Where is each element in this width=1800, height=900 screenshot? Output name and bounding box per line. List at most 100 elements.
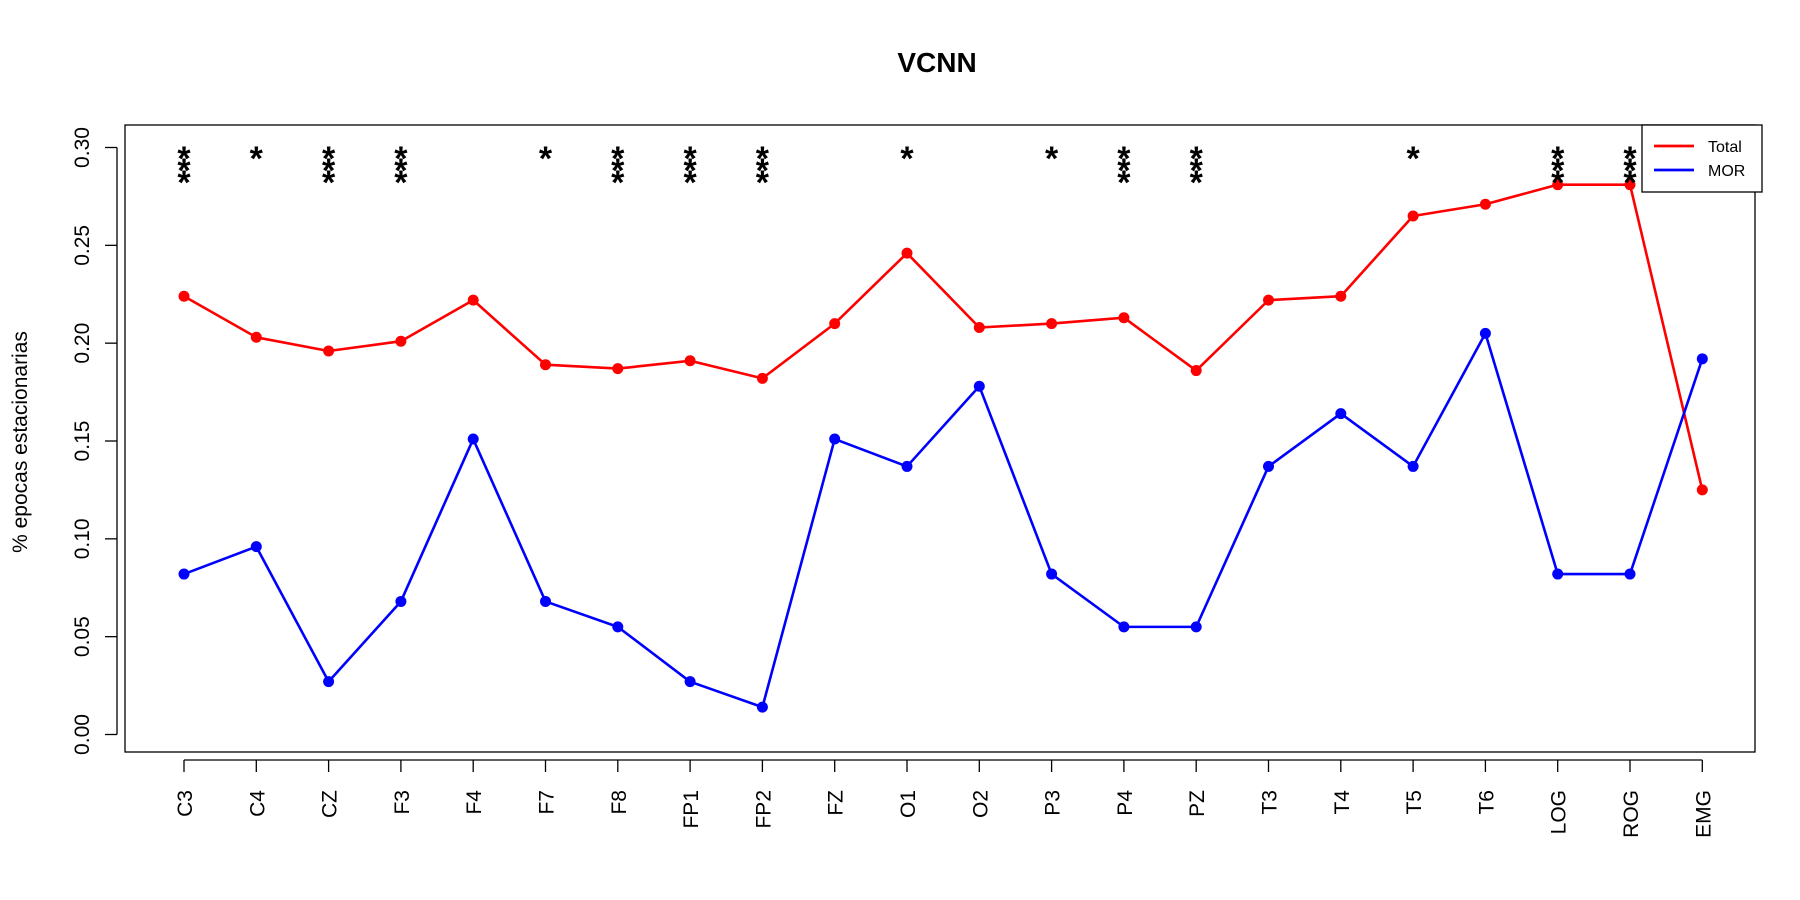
data-point-total bbox=[829, 318, 841, 330]
x-tick-label: T3 bbox=[1259, 790, 1282, 815]
y-tick-label: 0.15 bbox=[71, 421, 94, 462]
y-axis: 0.00 0.05 0.10 0.15 0.20 0.25 0.30 bbox=[71, 127, 118, 755]
significance-marker: * bbox=[250, 140, 264, 178]
significance-marker: * bbox=[1406, 140, 1420, 178]
significance-marker: *** bbox=[394, 140, 408, 202]
data-point-total bbox=[1118, 312, 1130, 324]
data-point-mor bbox=[1479, 327, 1491, 339]
data-point-total bbox=[1624, 179, 1636, 191]
data-point-mor bbox=[1552, 568, 1564, 580]
significance-marker: *** bbox=[683, 140, 697, 202]
data-point-mor bbox=[829, 433, 841, 445]
legend: Total MOR bbox=[1641, 124, 1763, 193]
data-point-total bbox=[1190, 365, 1202, 377]
significance-marker: *** bbox=[1551, 140, 1565, 202]
series-points bbox=[178, 179, 1708, 713]
data-point-total bbox=[1335, 290, 1347, 302]
significance-marker: * bbox=[1045, 140, 1059, 178]
data-point-mor bbox=[1624, 568, 1636, 580]
x-tick-label: P4 bbox=[1114, 790, 1137, 816]
significance-marker: *** bbox=[1117, 140, 1131, 202]
y-tick-label: 0.20 bbox=[71, 323, 94, 364]
legend-box bbox=[1641, 124, 1763, 193]
data-point-total bbox=[1046, 318, 1058, 330]
significance-markers: **** ******* ********** * ******* ****** bbox=[177, 140, 1637, 202]
x-axis: C3 C4 CZ F3 F4 F7 F8 FP1 FP2 FZ O1 O2 P3 P4 PZ T3 T4 T5 T6… bbox=[174, 759, 1715, 838]
legend-label-mor: MOR bbox=[1708, 163, 1745, 180]
significance-marker: * bbox=[900, 140, 914, 178]
data-point-total bbox=[756, 372, 768, 384]
legend-label-total: Total bbox=[1708, 139, 1742, 156]
x-tick-label: F4 bbox=[463, 790, 486, 815]
x-tick-label: F3 bbox=[391, 790, 414, 815]
x-tick-label: EMG bbox=[1692, 790, 1715, 838]
data-point-total bbox=[1552, 179, 1564, 191]
series-line-total bbox=[183, 183, 1704, 491]
data-point-mor bbox=[1190, 621, 1202, 633]
x-tick-label: PZ bbox=[1186, 790, 1209, 817]
x-tick-label: T6 bbox=[1475, 790, 1498, 815]
data-point-total bbox=[323, 345, 335, 357]
series-line-mor bbox=[183, 332, 1704, 709]
data-point-total bbox=[612, 363, 624, 375]
y-tick-label: 0.25 bbox=[71, 225, 94, 266]
data-point-mor bbox=[1118, 621, 1130, 633]
x-tick-label: ROG bbox=[1620, 790, 1643, 838]
significance-marker: * bbox=[539, 140, 553, 178]
data-point-mor bbox=[323, 676, 335, 688]
x-tick-label: FZ bbox=[825, 790, 848, 816]
data-point-total bbox=[1696, 484, 1708, 496]
x-tick-label: C4 bbox=[246, 790, 269, 817]
series-lines bbox=[183, 183, 1704, 709]
y-tick-label: 0.10 bbox=[71, 518, 94, 559]
data-point-total bbox=[250, 331, 262, 343]
data-point-mor bbox=[178, 568, 190, 580]
data-point-mor bbox=[973, 380, 985, 392]
x-tick-label: O1 bbox=[897, 790, 920, 818]
y-tick-label: 0.05 bbox=[71, 616, 94, 657]
x-tick-label: P3 bbox=[1042, 790, 1065, 816]
data-point-total bbox=[540, 359, 551, 371]
data-point-total bbox=[467, 294, 479, 306]
data-point-mor bbox=[1696, 353, 1708, 365]
x-tick-label: O2 bbox=[969, 790, 992, 818]
x-tick-label: F7 bbox=[536, 790, 559, 815]
data-point-mor bbox=[1046, 568, 1058, 580]
plot-frame bbox=[124, 124, 1756, 753]
significance-marker: *** bbox=[611, 140, 625, 202]
data-point-total bbox=[1479, 198, 1491, 210]
x-tick-label: FP2 bbox=[752, 790, 775, 829]
significance-marker: *** bbox=[1190, 140, 1204, 202]
data-point-mor bbox=[395, 595, 407, 607]
significance-marker: *** bbox=[177, 140, 191, 202]
data-point-total bbox=[684, 355, 696, 367]
chart-title: VCNN bbox=[897, 47, 976, 78]
x-tick-label: LOG bbox=[1548, 790, 1571, 834]
data-point-total bbox=[395, 335, 407, 347]
data-point-total bbox=[973, 322, 985, 334]
data-point-mor bbox=[1407, 460, 1419, 472]
data-point-mor bbox=[1335, 408, 1347, 420]
x-tick-label: T5 bbox=[1403, 790, 1426, 815]
data-point-mor bbox=[756, 701, 768, 713]
x-tick-label: T4 bbox=[1331, 790, 1354, 815]
data-point-mor bbox=[467, 433, 479, 445]
x-tick-label: FP1 bbox=[680, 790, 703, 829]
data-point-mor bbox=[684, 676, 696, 688]
data-point-mor bbox=[250, 541, 262, 553]
x-tick-label: CZ bbox=[319, 790, 342, 818]
x-tick-label: F8 bbox=[608, 790, 631, 815]
y-tick-label: 0.00 bbox=[71, 714, 94, 755]
data-point-mor bbox=[612, 621, 624, 633]
y-axis-label: % epocas estacionarias bbox=[9, 331, 32, 553]
x-tick-label: C3 bbox=[174, 790, 197, 817]
significance-marker: *** bbox=[1623, 140, 1637, 202]
data-point-mor bbox=[540, 595, 551, 607]
data-point-total bbox=[178, 290, 190, 302]
data-point-total bbox=[1263, 294, 1274, 306]
data-point-mor bbox=[901, 460, 913, 472]
y-tick-label: 0.30 bbox=[71, 127, 94, 168]
data-point-total bbox=[1407, 210, 1419, 222]
significance-marker: *** bbox=[756, 140, 770, 202]
